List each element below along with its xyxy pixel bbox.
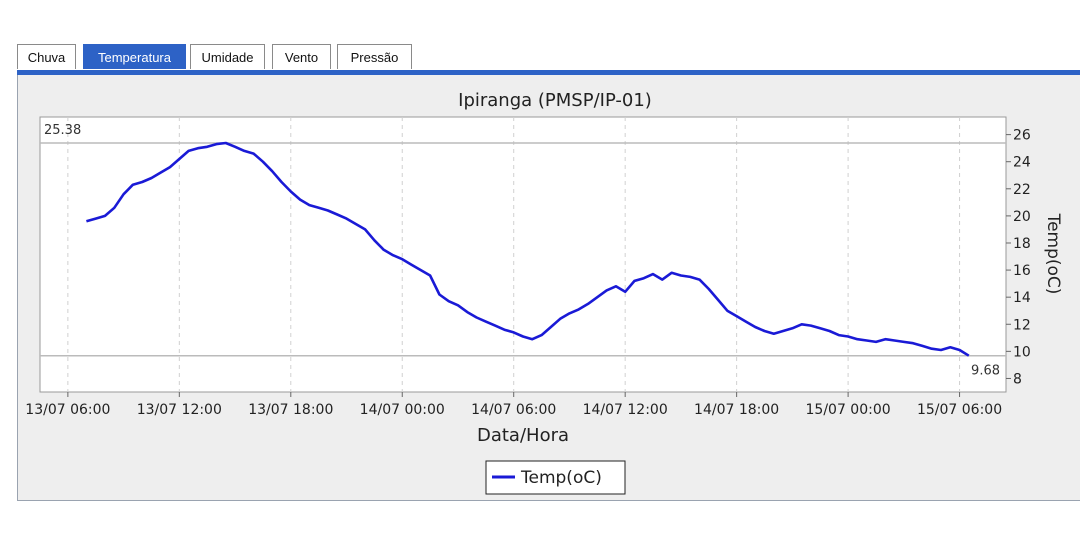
- x-tick-label: 15/07 00:00: [806, 402, 891, 418]
- x-axis-label: Data/Hora: [477, 425, 569, 446]
- y-tick-label: 24: [1013, 155, 1031, 171]
- x-tick-label: 14/07 00:00: [360, 402, 445, 418]
- tab-vento[interactable]: Vento: [272, 44, 331, 69]
- chart-panel: Ipiranga (PMSP/IP-01) 25.38 9.68 8 10 12 14…: [17, 75, 1080, 501]
- x-tick-label: 13/07 12:00: [137, 402, 222, 418]
- tab-bar-accent: [17, 70, 1080, 75]
- temperature-chart: Ipiranga (PMSP/IP-01) 25.38 9.68 8 10 12 14…: [25, 90, 1063, 495]
- max-marker-label: 25.38: [44, 123, 81, 138]
- legend: Temp(oC): [485, 460, 626, 495]
- x-tick-label: 14/07 06:00: [471, 402, 556, 418]
- x-axis: 13/07 06:00 13/07 12:00 13/07 18:00 14/07 0…: [25, 392, 1002, 418]
- y-tick-label: 8: [1013, 371, 1022, 387]
- series-line-temp: [86, 141, 970, 357]
- chart-title: Ipiranga (PMSP/IP-01): [458, 90, 652, 111]
- legend-label-temp: Temp(oC): [520, 468, 602, 488]
- x-tick-label: 13/07 06:00: [25, 402, 110, 418]
- tab-pressao[interactable]: Pressão: [337, 44, 412, 69]
- tab-temperatura[interactable]: Temperatura: [83, 44, 186, 69]
- y-tick-label: 20: [1013, 209, 1031, 225]
- range-markers: 25.38 9.68: [40, 123, 1006, 379]
- y-tick-label: 22: [1013, 182, 1031, 198]
- y-tick-label: 18: [1013, 236, 1031, 252]
- grid-lines: [67, 117, 961, 392]
- y-tick-label: 14: [1013, 290, 1031, 306]
- y-tick-label: 10: [1013, 344, 1031, 360]
- x-tick-label: 13/07 18:00: [248, 402, 333, 418]
- y-tick-label: 26: [1013, 128, 1031, 144]
- y-axis: 8 10 12 14 16 18 20 22 24 26: [1006, 128, 1031, 387]
- tab-umidade[interactable]: Umidade: [190, 44, 265, 69]
- x-tick-label: 14/07 12:00: [583, 402, 668, 418]
- y-tick-label: 16: [1013, 263, 1031, 279]
- x-tick-label: 15/07 06:00: [917, 402, 1002, 418]
- y-axis-label: Temp(oC): [1043, 213, 1063, 295]
- y-tick-label: 12: [1013, 317, 1031, 333]
- plot-area: [39, 116, 1007, 393]
- x-tick-label: 14/07 18:00: [694, 402, 779, 418]
- tab-chuva[interactable]: Chuva: [17, 44, 76, 69]
- min-marker-label: 9.68: [971, 364, 1000, 379]
